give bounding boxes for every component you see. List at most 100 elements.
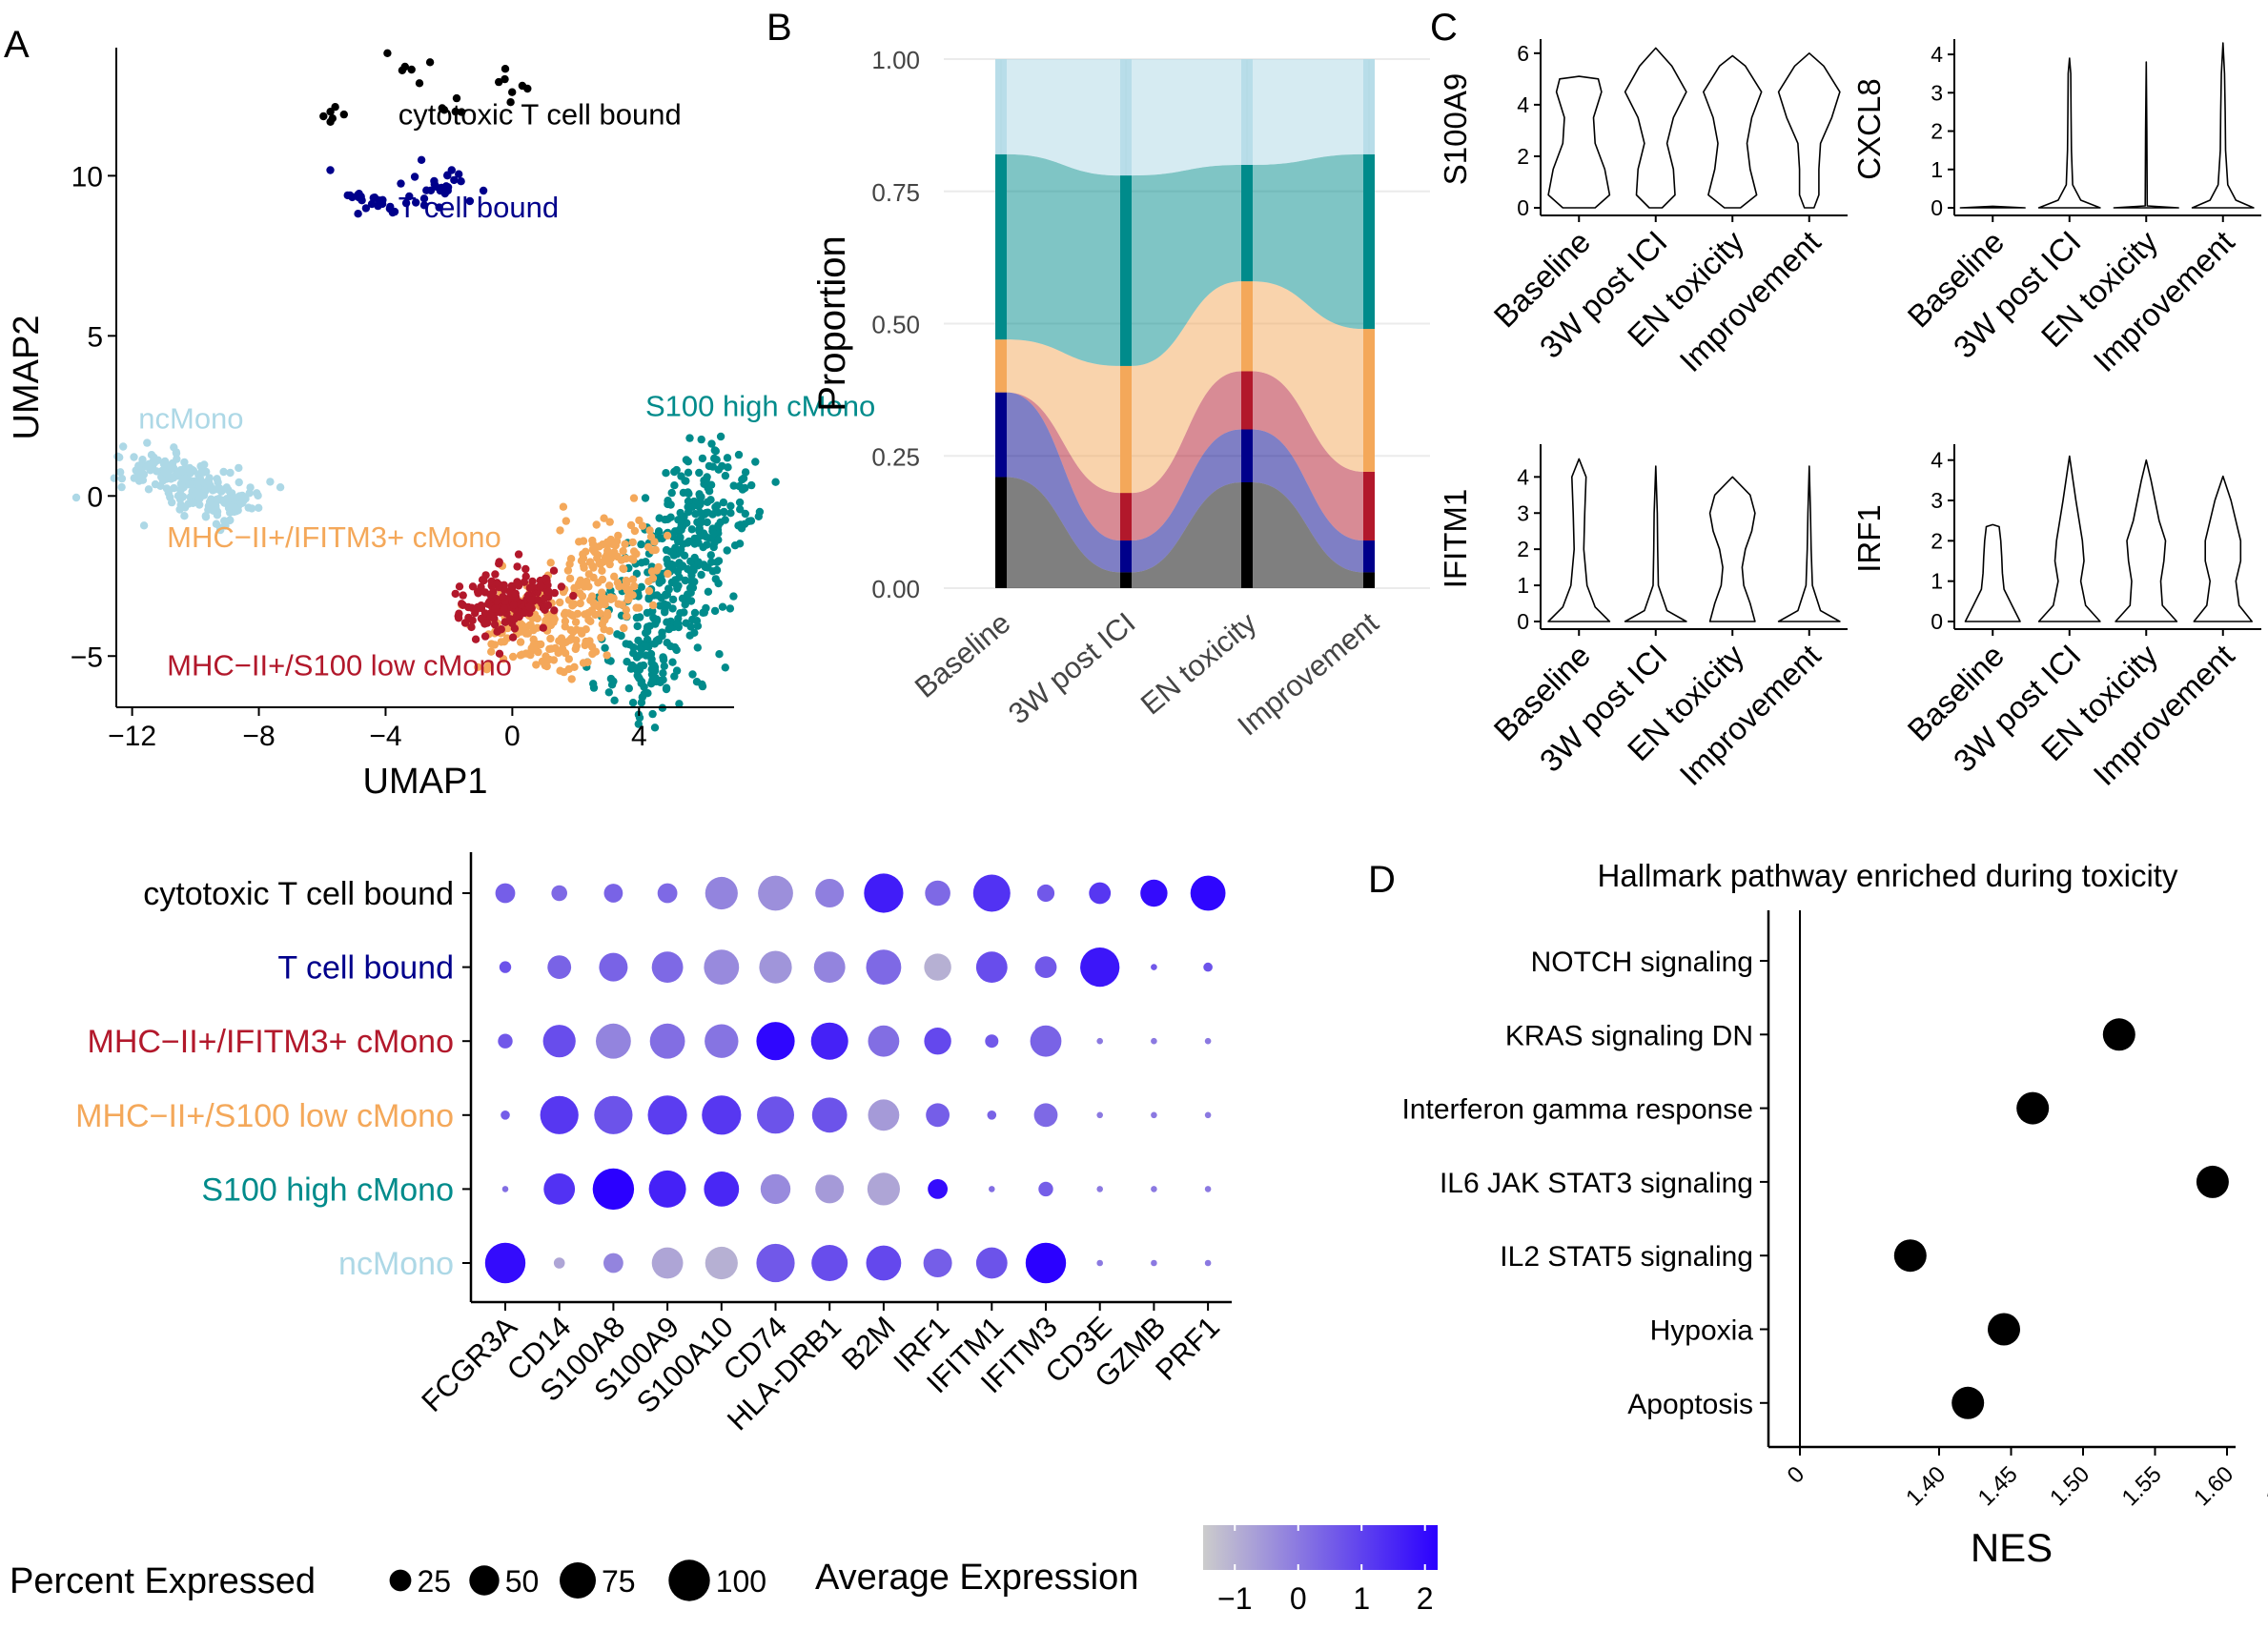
umap-point: [390, 207, 399, 216]
umap-point: [676, 609, 684, 618]
stratum-cytotoxic-t-cell-bound: [1241, 482, 1253, 588]
umap-point: [714, 579, 723, 588]
umap-point: [628, 538, 637, 547]
stratum-mhc-ii-ifitm3-cmono: [1241, 281, 1253, 372]
umap-point: [741, 468, 750, 477]
alluvium-mhc-ii-s100-low-cmono: [995, 371, 1375, 541]
umap-point: [693, 518, 702, 526]
umap-point: [549, 613, 558, 621]
umap-point: [572, 625, 581, 634]
umap-point: [331, 103, 339, 112]
umap-point: [674, 537, 683, 546]
umap-point: [628, 699, 638, 707]
umap-point: [644, 593, 653, 602]
umap-point: [514, 550, 523, 559]
umap-point: [690, 553, 699, 562]
umap-point: [670, 642, 680, 652]
dot-cytotoxic-t-cell-bound-prf1: [1190, 875, 1226, 911]
stratum-cytotoxic-t-cell-bound: [1363, 572, 1375, 588]
dot-mhc-ii-s100-low-cmono-fcgr3a: [501, 1110, 510, 1120]
umap-point: [72, 493, 81, 502]
alluvium-cytotoxic-t-cell-bound: [995, 477, 1375, 588]
umap-y-tick-label: −5: [71, 642, 103, 673]
dot-cytotoxic-t-cell-bound-b2m: [864, 873, 904, 913]
umap-point: [244, 503, 253, 512]
umap-point: [471, 606, 480, 615]
umap-point: [575, 538, 583, 546]
dot-ncmono-fcgr3a: [484, 1242, 526, 1284]
umap-point: [669, 561, 678, 570]
stratum-mhc-ii-s100-low-cmono: [1241, 371, 1253, 430]
umap-point: [640, 690, 648, 699]
umap-point: [703, 473, 711, 481]
umap-point: [195, 491, 204, 499]
hallmark-x-axis-title: NES: [1971, 1525, 2053, 1570]
umap-point: [641, 494, 650, 502]
umap-point: [564, 609, 573, 618]
umap-point: [508, 88, 517, 96]
umap-point: [495, 558, 503, 566]
umap-point: [624, 592, 633, 601]
umap-point: [669, 551, 679, 560]
umap-point: [704, 508, 712, 517]
color-legend-label: 2: [1417, 1581, 1434, 1616]
stratum-mhc-ii-ifitm3-cmono: [1363, 329, 1375, 472]
umap-point: [589, 683, 599, 692]
umap-point: [119, 442, 128, 451]
umap-point: [738, 485, 747, 494]
umap-point: [582, 625, 590, 634]
umap-point: [213, 495, 221, 504]
umap-point: [158, 477, 168, 485]
umap-point: [585, 558, 595, 566]
umap-point: [642, 642, 650, 651]
umap-point: [526, 596, 536, 604]
dot-mhc-ii-s100-low-cmono-prf1: [1204, 1111, 1212, 1119]
umap-point: [525, 602, 534, 611]
size-legend-title: Percent Expressed: [10, 1561, 316, 1601]
umap-point: [534, 596, 542, 604]
stratum-cytotoxic-t-cell-bound: [1120, 572, 1132, 588]
hallmark-x-tick-label: 1.50: [2045, 1461, 2094, 1511]
umap-point: [695, 468, 704, 478]
umap-point: [672, 666, 682, 675]
umap-point: [561, 617, 570, 625]
dot-s100-high-cmono-prf1: [1204, 1186, 1212, 1192]
umap-point: [610, 548, 619, 557]
umap-point: [698, 454, 707, 463]
umap-point: [534, 647, 542, 657]
umap-point: [572, 642, 581, 651]
umap-point: [620, 623, 628, 633]
violin-y-tick-label: 1: [1517, 573, 1529, 598]
dotplot-row-label-mhc-ii-s100-low-cmono: MHC−II+/S100 low cMono: [75, 1098, 454, 1134]
dot-s100-high-cmono-s100a9: [648, 1170, 686, 1208]
umap-point: [569, 591, 578, 601]
umap-point: [383, 49, 392, 57]
dot-mhc-ii-s100-low-cmono-b2m: [868, 1099, 900, 1131]
umap-point: [563, 566, 573, 575]
hallmark-x-tick-label: 1.65: [2261, 1461, 2268, 1511]
umap-point: [668, 595, 678, 604]
dot-t-cell-bound-s100a8: [599, 952, 628, 982]
umap-point: [189, 499, 197, 507]
umap-point: [215, 523, 225, 532]
umap-point: [718, 602, 727, 611]
umap-point: [644, 577, 653, 586]
umap-point: [137, 470, 146, 479]
umap-point: [697, 570, 705, 580]
dot-cytotoxic-t-cell-bound-gzmb: [1140, 879, 1168, 907]
umap-point: [139, 521, 149, 530]
umap-point: [201, 512, 210, 520]
umap-point: [684, 468, 693, 477]
umap-point: [595, 559, 603, 567]
umap-point: [724, 463, 732, 472]
umap-x-tick-label: −8: [242, 721, 275, 752]
umap-label-cytotoxic-t-cell-bound: cytotoxic T cell bound: [398, 98, 682, 132]
dot-mhc-ii-ifitm3-cmono-irf1: [924, 1028, 951, 1055]
umap-point: [580, 563, 588, 572]
umap-point: [681, 576, 689, 585]
umap-point: [600, 514, 608, 522]
umap-point: [153, 467, 161, 476]
